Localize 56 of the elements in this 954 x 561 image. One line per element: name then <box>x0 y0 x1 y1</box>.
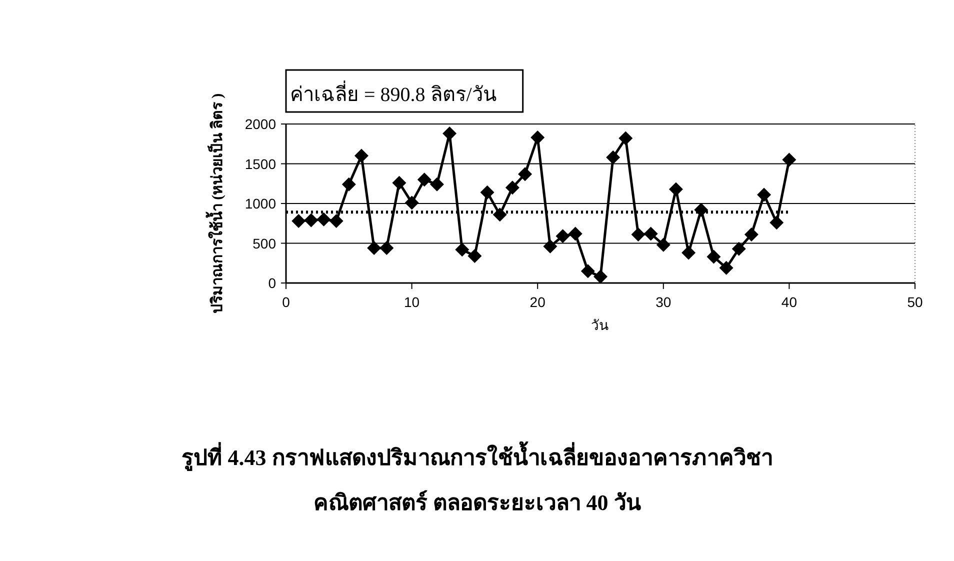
point <box>404 196 419 210</box>
y-tick-label: 2000 <box>244 116 276 132</box>
point <box>631 228 646 242</box>
point <box>594 270 608 284</box>
point <box>732 242 746 256</box>
point <box>492 208 507 222</box>
point <box>417 172 432 187</box>
point <box>757 188 772 202</box>
point <box>530 130 545 145</box>
point <box>770 216 784 230</box>
point <box>342 177 356 192</box>
point <box>543 239 558 254</box>
x-axis-title: วัน <box>591 319 609 334</box>
y-axis-title: ปริมาณการใช้น้ำ (หน่วยเป็น ลิตร ) <box>205 93 226 314</box>
point <box>518 167 532 182</box>
text: คณิตศาสตร์ ตลอดระยะเวลา 40 วัน <box>313 490 641 515</box>
point <box>682 246 696 260</box>
point <box>329 214 344 228</box>
x-tick-label: 10 <box>404 294 420 310</box>
point <box>505 180 520 195</box>
point <box>367 241 382 256</box>
x-tick-label: 40 <box>781 294 798 310</box>
x-tick-label: 20 <box>530 294 546 310</box>
point <box>392 176 406 190</box>
point <box>580 264 595 278</box>
point <box>694 202 708 217</box>
point <box>442 126 457 141</box>
point <box>430 177 444 192</box>
point <box>556 229 570 244</box>
x-tick-label: 30 <box>656 294 672 310</box>
y-tick-label: 1000 <box>244 196 276 212</box>
y-tick-label: 0 <box>268 275 276 291</box>
point <box>744 228 758 242</box>
point <box>568 226 582 241</box>
point <box>644 226 658 241</box>
point <box>480 185 494 200</box>
point <box>668 182 683 196</box>
y-tick-label: 1500 <box>244 156 276 172</box>
point <box>782 152 796 167</box>
point <box>618 131 633 146</box>
text: ค่าเฉลี่ย = 890.8 ลิตร/วัน <box>290 80 497 106</box>
point <box>380 241 394 256</box>
point <box>719 260 734 275</box>
x-tick-label: 0 <box>282 294 290 310</box>
point <box>292 214 306 228</box>
point <box>304 213 318 228</box>
point <box>354 148 368 163</box>
point <box>316 212 331 226</box>
point <box>455 242 470 257</box>
point <box>606 150 620 164</box>
point <box>656 238 670 252</box>
point <box>468 248 482 263</box>
point <box>706 250 721 264</box>
x-tick-label: 50 <box>907 294 923 310</box>
y-tick-label: 500 <box>252 235 276 252</box>
text: รูปที่ 4.43 กราฟแสดงปริมาณการใช้น้ำเฉลี่ยของอาคารภาควิชา <box>181 441 773 472</box>
